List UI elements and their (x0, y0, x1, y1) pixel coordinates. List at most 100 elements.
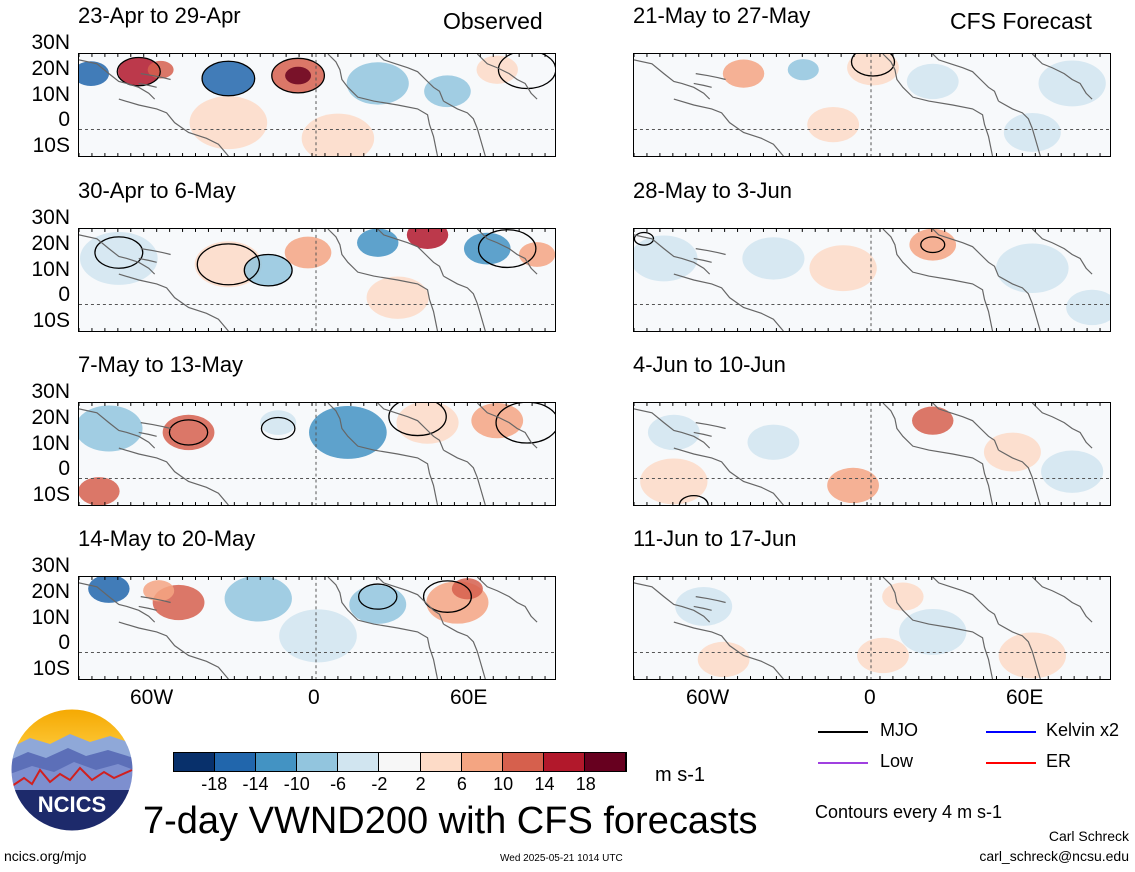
colorbar-swatch (297, 753, 339, 771)
mjo-contour (168, 419, 209, 446)
lat-label: 10N (31, 83, 70, 106)
wind-anomaly-area (1041, 450, 1104, 493)
coastline (327, 577, 439, 679)
panel-title: 21-May to 27-May (633, 3, 811, 28)
coastline (118, 98, 229, 156)
wind-anomaly-area (906, 63, 959, 100)
wind-anomaly-area (79, 405, 143, 452)
observed-panel-2: 30-Apr to 6-May (78, 178, 556, 332)
coastline (932, 229, 1000, 277)
wind-anomaly-area (143, 580, 175, 602)
coastline (79, 408, 156, 449)
wind-anomaly-area (827, 467, 879, 504)
wind-anomaly-area (366, 276, 429, 319)
colorbar-tick-label: -14 (242, 774, 269, 794)
map-observed-1 (78, 53, 556, 157)
panel-title: 14-May to 20-May (78, 526, 256, 551)
mjo-contour (497, 54, 555, 90)
coastline (932, 403, 1000, 451)
legend-line-mjo (818, 731, 868, 733)
lat-label: 10N (31, 258, 70, 281)
coastline (998, 100, 1041, 156)
wind-anomaly-area (309, 405, 387, 459)
colorbar-tick-label: -18 (201, 774, 228, 794)
coastline (476, 229, 538, 275)
wind-anomaly-area (640, 458, 708, 505)
coastline (377, 403, 445, 451)
coastline (1031, 54, 1093, 100)
wind-anomaly-area (463, 232, 511, 265)
legend-label-mjo: MJO (880, 720, 918, 740)
mjo-contour (357, 583, 398, 610)
mjo-contour (94, 236, 144, 269)
wind-anomaly-area (747, 424, 800, 460)
coastline (79, 234, 156, 275)
wind-anomaly-area (847, 54, 899, 86)
coastline (327, 403, 439, 505)
footer-url: ncics.org/mjo (4, 848, 87, 864)
wind-anomaly-area (722, 59, 765, 88)
lat-label: 0 (58, 283, 70, 306)
lon-label-60w-right: 60W (686, 686, 730, 709)
colorbar-swatch (420, 753, 462, 771)
colorbar-swatch (256, 753, 298, 771)
map-forecast-3 (633, 402, 1111, 506)
lat-label: 0 (58, 108, 70, 131)
colorbar-tick-label: 6 (456, 774, 467, 794)
forecast-panel-1: 21-May to 27-May (633, 3, 1111, 157)
ncics-logo: NCICS (10, 708, 134, 832)
map-observed-3 (78, 402, 556, 506)
lat-label: 30N (31, 380, 70, 403)
lat-label: 0 (58, 457, 70, 480)
coastline (693, 431, 712, 437)
colorbar-units: m s-1 (655, 764, 705, 786)
coastline (695, 248, 726, 256)
wind-anomaly-area (882, 582, 924, 611)
observed-label: Observed (443, 8, 543, 34)
coastline (443, 100, 486, 156)
coastline (138, 82, 157, 88)
coastline (882, 577, 994, 679)
coastline (443, 623, 486, 679)
contours-note: Contours every 4 m s-1 (815, 802, 1003, 822)
footer-author: Carl Schreck (1048, 828, 1129, 844)
lat-label: 10S (32, 134, 70, 157)
panel-title: 4-Jun to 10-Jun (633, 352, 786, 377)
mjo-contour (850, 54, 896, 77)
coastline (634, 582, 711, 623)
wind-anomaly-area (88, 577, 130, 603)
coastline (673, 447, 784, 505)
colorbar-swatch (543, 753, 585, 771)
mjo-contour (422, 580, 472, 613)
coastline (1031, 403, 1093, 449)
legend-line-low (818, 762, 868, 764)
lat-label: 10N (31, 606, 70, 629)
map-forecast-4 (633, 576, 1111, 680)
lat-label: 20N (31, 232, 70, 255)
wind-anomaly-area (647, 414, 700, 451)
wind-anomaly-area (79, 231, 158, 285)
wind-anomaly-area (996, 243, 1069, 293)
lat-label: 10S (32, 483, 70, 506)
panel-title: 28-May to 3-Jun (633, 178, 792, 203)
footer-email: carl_schreck@ncsu.edu (979, 848, 1129, 864)
lon-label-60w-left: 60W (130, 686, 174, 709)
legend-label-er: ER (1046, 751, 1072, 771)
mjo-contour (920, 236, 946, 254)
wind-anomaly-area (202, 60, 255, 97)
coastline (138, 431, 157, 437)
coastline (1031, 229, 1093, 275)
legend-line-kelvin (986, 731, 1036, 733)
forecast-panel-3: 4-Jun to 10-Jun (633, 352, 1111, 506)
coastline (140, 73, 171, 81)
coastline (932, 577, 1000, 625)
coastline (118, 273, 229, 331)
panel-title: 7-May to 13-May (78, 352, 244, 377)
colorbar-swatch (584, 753, 627, 771)
coastline (998, 275, 1041, 331)
coastline (140, 248, 171, 256)
forecast-panel-2: 28-May to 3-Jun (633, 178, 1111, 332)
legend-line-er (986, 762, 1036, 764)
colorbar-tick-label: -10 (283, 774, 310, 794)
mjo-contour (201, 60, 256, 97)
